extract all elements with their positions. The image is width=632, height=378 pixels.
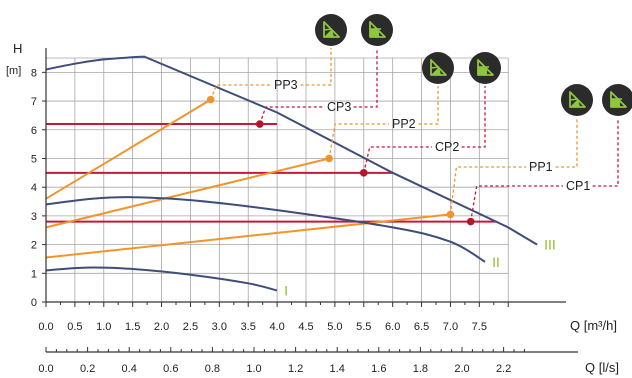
pp-line-pp2 — [45, 157, 330, 229]
x-tick-label-secondary: 1.2 — [288, 363, 303, 375]
constant-pressure-icon — [469, 52, 501, 84]
icon-line — [323, 28, 333, 31]
constant-pressure-icon — [602, 84, 632, 116]
chart-axes: 0 1 2 3 4 5 6 7 8H [m] 0.0 0.5 1.0 1.5 2.0 2.5 3.0 3.5 4.0… — [6, 41, 619, 375]
x-tick-label-secondary: 1.8 — [413, 363, 428, 375]
curve-label-iii: III — [544, 237, 556, 253]
x-tick-label-secondary: 2.0 — [454, 363, 469, 375]
x-axis-label-primary: Q [m³/h] — [570, 318, 617, 333]
leader-cp2 — [363, 146, 432, 173]
leader-icon-cp3 — [353, 48, 378, 108]
curve-label-ii: II — [492, 254, 500, 270]
leader-icon-pp3 — [300, 48, 332, 86]
y-tick-label: 4 — [31, 182, 37, 194]
leader-icon-cp1 — [592, 118, 619, 187]
y-tick-label: 3 — [31, 211, 37, 223]
y-tick-label: 1 — [31, 268, 37, 280]
pump-curve-ii — [45, 196, 486, 263]
x-tick-label-secondary: 0.2 — [80, 363, 95, 375]
x-tick-label-secondary: 0.0 — [38, 363, 53, 375]
pp-line-pp3 — [45, 98, 212, 200]
y-tick-label: 6 — [31, 125, 37, 137]
x-tick-label-secondary: 0.6 — [163, 363, 178, 375]
label-pp3: PP3 — [274, 78, 298, 92]
x-tick-label-primary: 7.0 — [443, 321, 458, 333]
x-tick-label-primary: 6.0 — [385, 321, 400, 333]
leader-pp3 — [210, 84, 271, 100]
icon-fill — [370, 29, 379, 37]
x-tick-label-primary: 3.5 — [241, 321, 256, 333]
control-point-cp1 — [466, 217, 475, 226]
pump-curve-iii — [45, 55, 538, 246]
x-tick-label-primary: 5.5 — [356, 321, 371, 333]
chart-annotations: PP3 PP2 PP1 CP3 CP2 CP1 — [206, 14, 632, 226]
leader-icon-cp2 — [461, 86, 486, 148]
control-point-pp3 — [206, 95, 215, 104]
x-tick-label-secondary: 0.4 — [122, 363, 137, 375]
icon-fill — [324, 29, 334, 37]
icon-fill — [478, 67, 487, 75]
pp-line-pp1 — [45, 213, 451, 259]
pump-curve-i — [45, 266, 278, 292]
x-tick-label-secondary: 1.0 — [246, 363, 261, 375]
icon-fill — [570, 99, 580, 107]
control-point-pp2 — [325, 154, 333, 163]
curve-label-i: I — [284, 283, 288, 299]
x-tick-label-primary: 7.5 — [472, 321, 487, 333]
x-tick-label-primary: 4.0 — [269, 321, 284, 333]
control-point-cp3 — [255, 120, 264, 128]
label-pp2: PP2 — [392, 117, 416, 131]
label-pp1: PP1 — [529, 160, 553, 174]
x-tick-label-secondary: 2.2 — [496, 363, 511, 375]
y-axis-unit: [m] — [6, 65, 21, 77]
control-point-pp1 — [446, 210, 455, 219]
y-tick-label: 7 — [31, 96, 37, 108]
y-tick-label: 5 — [31, 153, 37, 165]
icon-line — [569, 98, 579, 101]
y-axis-label: H — [13, 41, 22, 56]
icon-fill — [611, 99, 620, 107]
x-tick-label-primary: 0.5 — [67, 321, 82, 333]
x-tick-label-primary: 1.0 — [96, 321, 111, 333]
x-tick-label-primary: 0.0 — [38, 321, 53, 333]
leader-icon-pp2 — [418, 86, 439, 125]
proportional-pressure-icon — [422, 52, 454, 84]
icon-line — [430, 66, 440, 69]
leader-icon-pp1 — [555, 118, 578, 168]
constant-pressure-icon — [361, 14, 393, 46]
leader-cp1 — [470, 185, 563, 222]
label-cp1: CP1 — [566, 179, 590, 193]
x-tick-label-primary: 1.5 — [125, 321, 140, 333]
label-cp2: CP2 — [435, 140, 459, 154]
y-tick-label: 2 — [31, 240, 37, 252]
icon-fill — [431, 67, 441, 75]
proportional-pressure-icon — [561, 84, 593, 116]
chart-grid — [45, 57, 509, 303]
x-tick-label-primary: 2.5 — [183, 321, 198, 333]
proportional-pressure-icon — [315, 14, 347, 46]
x-tick-label-primary: 5.0 — [327, 321, 342, 333]
control-point-cp2 — [359, 169, 368, 177]
x-tick-label-secondary: 1.6 — [371, 363, 386, 375]
x-tick-label-secondary: 1.4 — [330, 363, 345, 375]
y-tick-label: 8 — [31, 67, 37, 79]
x-tick-label-primary: 6.5 — [414, 321, 429, 333]
x-tick-label-primary: 4.5 — [298, 321, 313, 333]
x-axis-label-secondary: Q [l/s] — [585, 360, 619, 375]
y-tick-label: 0 — [31, 297, 37, 309]
leader-cp3 — [259, 106, 324, 125]
label-cp3: CP3 — [327, 100, 351, 114]
x-tick-label-secondary: 0.8 — [205, 363, 220, 375]
leader-pp1 — [449, 166, 526, 215]
leader-pp2 — [328, 123, 389, 159]
x-tick-label-primary: 2.0 — [154, 321, 169, 333]
x-tick-label-primary: 3.0 — [212, 321, 227, 333]
